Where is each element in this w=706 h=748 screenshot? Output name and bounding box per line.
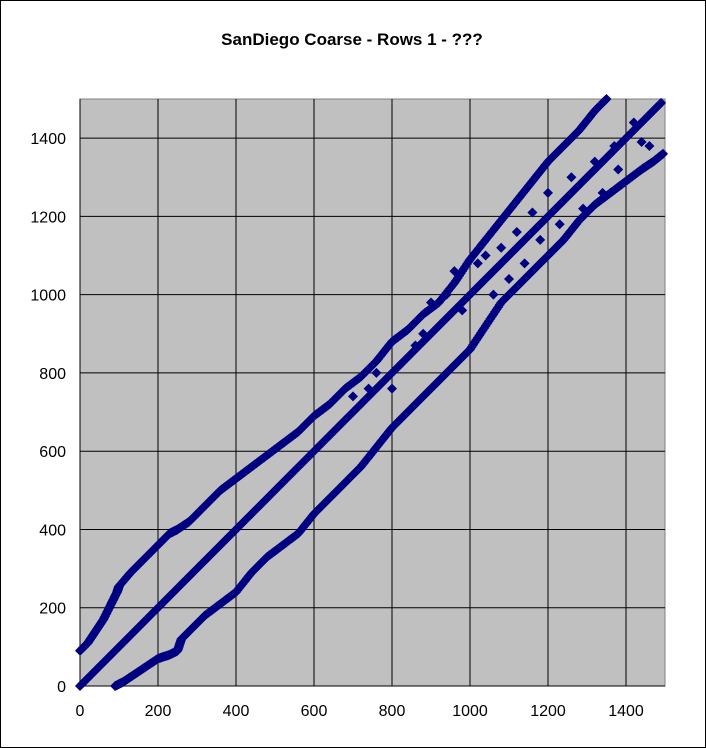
data-point: [628, 117, 639, 128]
data-point: [371, 367, 382, 378]
data-point: [504, 274, 514, 285]
data-point: [589, 156, 600, 167]
y-tick-label: 1200: [30, 209, 66, 226]
x-tick-label: 200: [145, 703, 172, 720]
data-point: [457, 305, 468, 316]
data-point: [387, 383, 397, 394]
data-point: [394, 360, 405, 371]
axes: 0 200 400 600 800 1000 1200 1400 0 200 400 600 800 10…: [30, 131, 643, 720]
data-point: [656, 97, 667, 108]
data-point: [519, 258, 530, 269]
data-point: [496, 242, 507, 253]
x-tick-label: 1400: [608, 703, 644, 720]
x-tick-label: 1000: [452, 703, 488, 720]
data-point: [441, 289, 452, 300]
y-tick-label: 800: [39, 366, 66, 383]
data-point: [566, 172, 577, 183]
data-point: [527, 207, 538, 218]
data-point: [613, 164, 624, 175]
y-tick-label: 200: [39, 601, 66, 618]
x-tick-label: 0: [76, 703, 85, 720]
data-point: [410, 340, 421, 351]
y-tick-label: 400: [39, 522, 66, 539]
data-point: [578, 203, 589, 214]
y-tick-label: 1400: [30, 131, 66, 148]
data-point: [535, 234, 546, 245]
data-point: [363, 383, 374, 394]
data-point: [597, 187, 608, 198]
chart-title: SanDiego Coarse - Rows 1 - ???: [221, 30, 483, 49]
data-point: [418, 328, 429, 339]
x-tick-label: 800: [379, 703, 406, 720]
y-tick-label: 600: [39, 444, 66, 461]
y-tick-label: 0: [57, 679, 66, 696]
data-point: [426, 297, 436, 308]
data-point: [609, 140, 620, 151]
data-point: [658, 148, 669, 159]
data-point: [636, 137, 647, 148]
y-tick-label: 1000: [30, 288, 66, 305]
data-points: [75, 94, 669, 691]
data-point: [601, 94, 612, 104]
data-point: [488, 289, 499, 300]
data-point: [644, 140, 655, 151]
x-tick-label: 400: [223, 703, 250, 720]
data-point: [480, 250, 491, 261]
data-point: [472, 258, 483, 269]
data-point: [554, 219, 565, 230]
x-tick-label: 600: [301, 703, 328, 720]
data-point: [348, 391, 358, 402]
x-tick-label: 1200: [530, 703, 566, 720]
data-point: [511, 227, 522, 238]
data-point: [543, 187, 553, 198]
data-point: [449, 266, 460, 277]
